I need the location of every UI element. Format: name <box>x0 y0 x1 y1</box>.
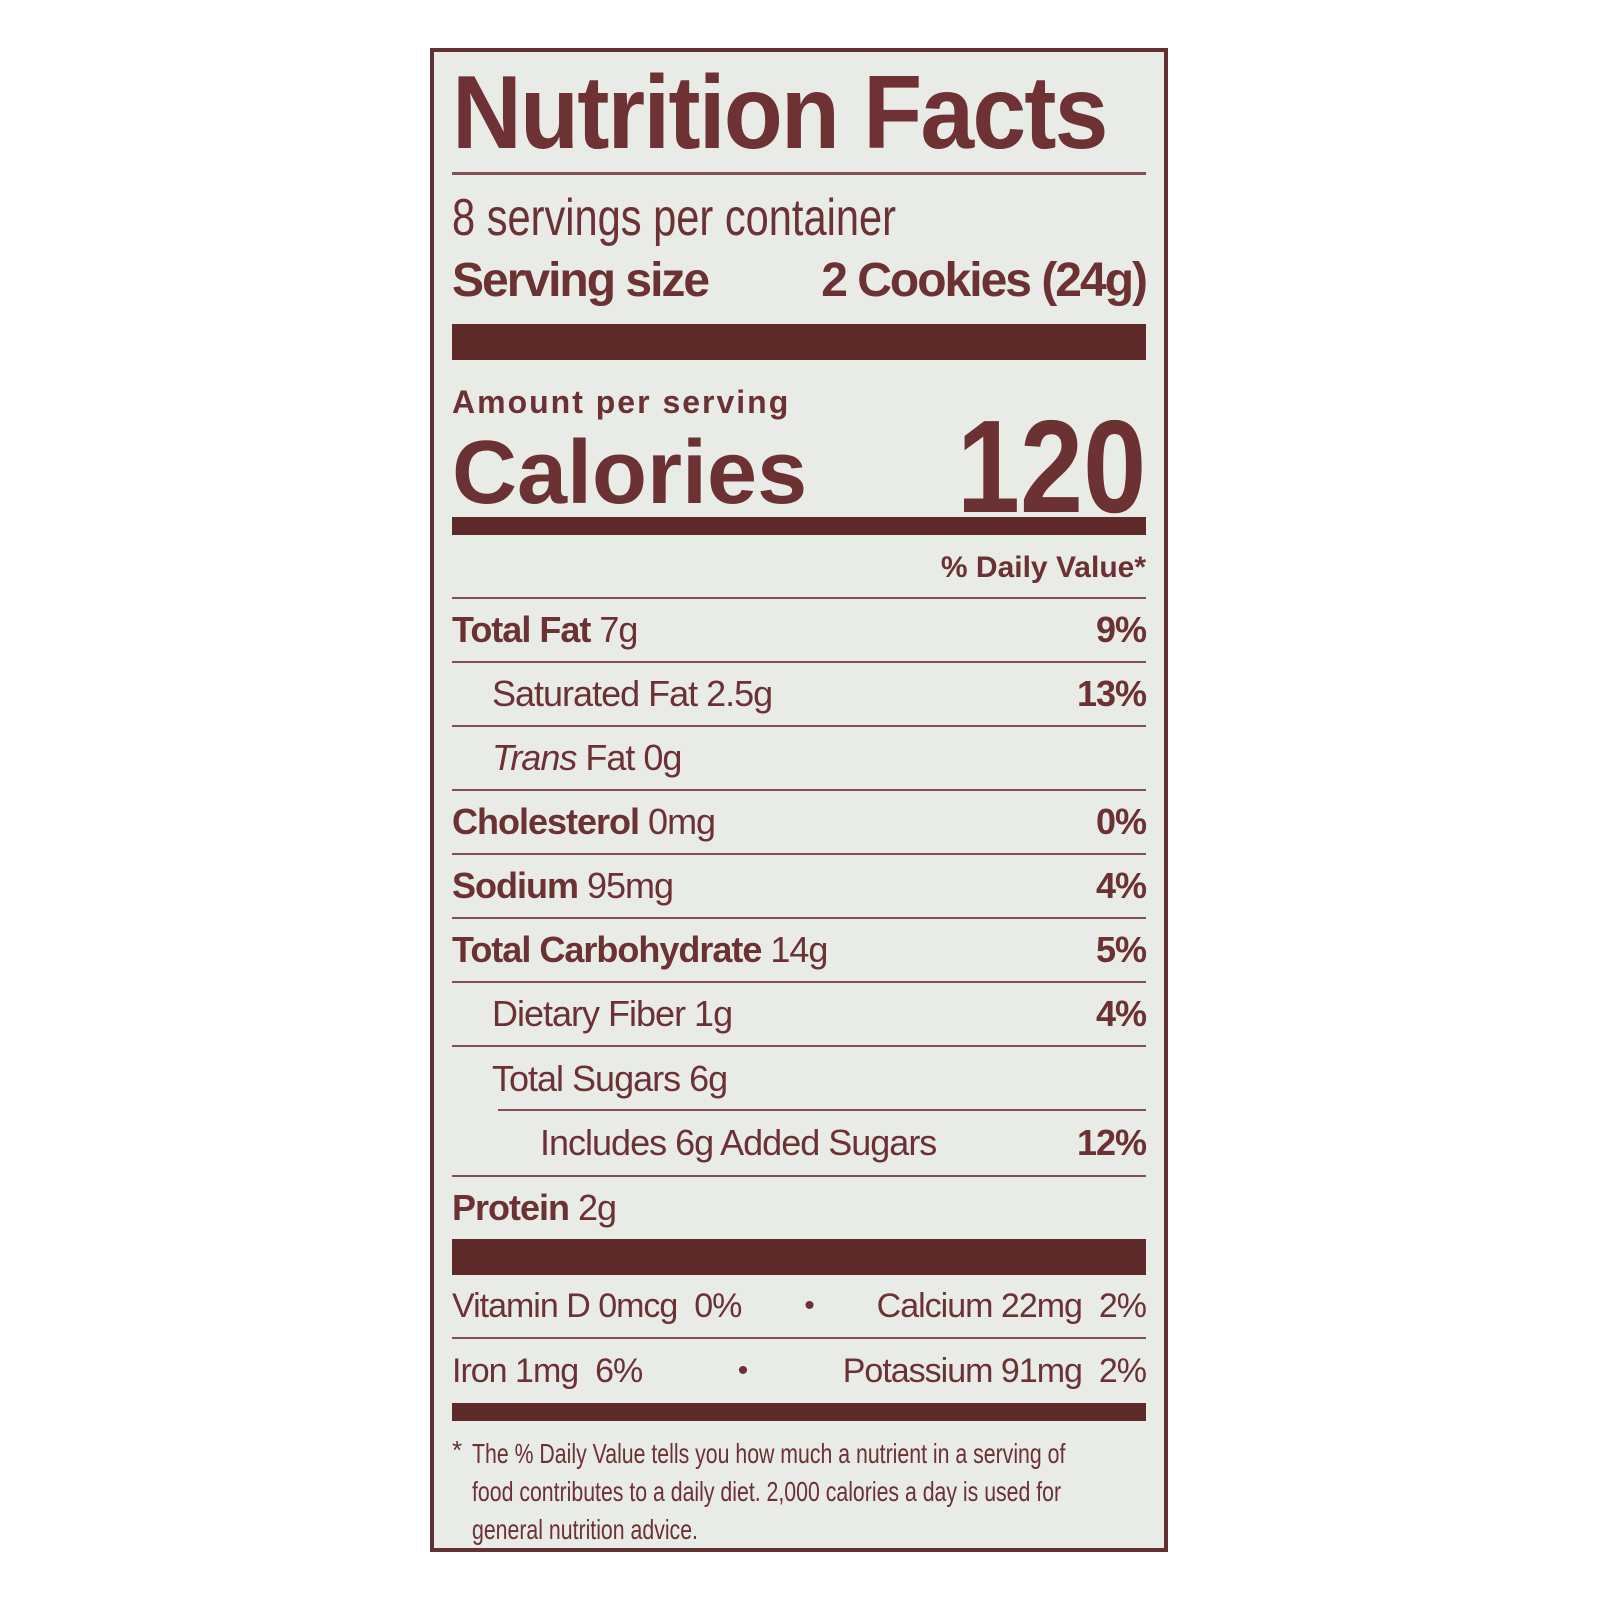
nutrient-name-italic: Trans <box>492 737 577 779</box>
nutrient-row-total-fat: Total Fat 7g 9% <box>452 599 1147 664</box>
nutrient-name: Includes 6g Added Sugars <box>540 1122 937 1164</box>
daily-value-footnote: * The % Daily Value tells you how much a… <box>452 1435 1146 1549</box>
nutrient-amount: 7g <box>590 609 638 651</box>
thick-divider-micronutrients <box>452 1239 1146 1276</box>
amount-per-serving-label: Amount per serving <box>452 384 791 421</box>
label-title: Nutrition Facts <box>452 55 1108 171</box>
micronutrient-left: Iron 1mg 6% <box>452 1351 643 1390</box>
nutrient-amount: 2g <box>569 1187 617 1229</box>
nutrient-row-total-sugars: Total Sugars 6g <box>452 1047 1146 1111</box>
bullet-separator: • <box>737 1354 749 1388</box>
nutrient-name: Protein <box>452 1187 570 1229</box>
calories-label: Calories <box>452 423 808 524</box>
nutrient-name: Total Carbohydrate <box>452 929 762 971</box>
serving-size-value: 2 Cookies (24g) <box>821 254 1148 308</box>
footnote-asterisk: * <box>452 1435 463 1466</box>
nutrient-name: Sodium <box>452 865 579 907</box>
nutrient-amount: Fat 0g <box>576 737 682 779</box>
micronutrient-left: Vitamin D 0mcg 0% <box>452 1286 742 1325</box>
bullet-separator: • <box>804 1289 815 1323</box>
daily-value-header: % Daily Value* <box>452 535 1146 600</box>
nutrient-row-protein: Protein 2g <box>452 1175 1146 1239</box>
nutrient-dv: 4% <box>1095 865 1147 907</box>
nutrient-row-sodium: Sodium 95mg 4% <box>452 855 1147 920</box>
micronutrient-right: Calcium 22mg 2% <box>876 1286 1147 1325</box>
micronutrient-right: Potassium 91mg 2% <box>842 1351 1147 1390</box>
nutrient-dv: 9% <box>1095 609 1147 651</box>
serving-size-row: Serving size 2 Cookies (24g) <box>452 254 1148 308</box>
calories-row: Calories 120 <box>452 400 1146 532</box>
thick-divider-top <box>452 324 1146 361</box>
nutrient-name: Total Fat <box>452 609 591 651</box>
nutrient-name: Dietary Fiber 1g <box>492 993 733 1035</box>
nutrient-name: Total Sugars 6g <box>492 1058 728 1100</box>
nutrient-row-trans-fat: Trans Fat 0g <box>452 727 1146 792</box>
nutrient-dv: 0% <box>1095 801 1147 843</box>
nutrient-row-cholesterol: Cholesterol 0mg 0% <box>452 791 1147 856</box>
nutrient-amount: 0mg <box>639 801 716 843</box>
nutrient-row-added-sugars: Includes 6g Added Sugars 12% <box>452 1109 1147 1175</box>
nutrient-dv: 4% <box>1095 993 1147 1035</box>
micronutrient-row-2: Iron 1mg 6% • Potassium 91mg 2% <box>452 1339 1147 1403</box>
calories-value: 120 <box>956 392 1146 540</box>
nutrient-amount: 95mg <box>578 865 674 907</box>
nutrient-dv: 13% <box>1076 673 1147 715</box>
thick-divider-footnote <box>452 1403 1146 1422</box>
servings-per-container: 8 servings per container <box>452 189 896 248</box>
footnote-line: The % Daily Value tells you how much a n… <box>472 1438 1066 1470</box>
nutrient-name: Cholesterol <box>452 801 640 843</box>
nutrient-row-total-carbohydrate: Total Carbohydrate 14g 5% <box>452 919 1147 984</box>
micronutrient-row-1: Vitamin D 0mcg 0% • Calcium 22mg 2% <box>452 1275 1147 1340</box>
footnote-line: general nutrition advice. <box>472 1514 698 1546</box>
title-divider <box>452 172 1146 176</box>
serving-size-label: Serving size <box>452 254 710 308</box>
nutrition-facts-label: Nutrition Facts 8 servings per container… <box>430 48 1168 1552</box>
nutrient-dv: 12% <box>1076 1122 1147 1164</box>
nutrient-name: Saturated Fat 2.5g <box>492 673 773 715</box>
nutrient-amount: 14g <box>761 929 828 971</box>
nutrient-row-saturated-fat: Saturated Fat 2.5g 13% <box>452 663 1147 728</box>
nutrient-dv: 5% <box>1095 929 1147 971</box>
footnote-line: food contributes to a daily diet. 2,000 … <box>472 1476 1062 1508</box>
medium-divider-calories <box>452 517 1146 536</box>
nutrient-row-dietary-fiber: Dietary Fiber 1g 4% <box>452 983 1147 1048</box>
